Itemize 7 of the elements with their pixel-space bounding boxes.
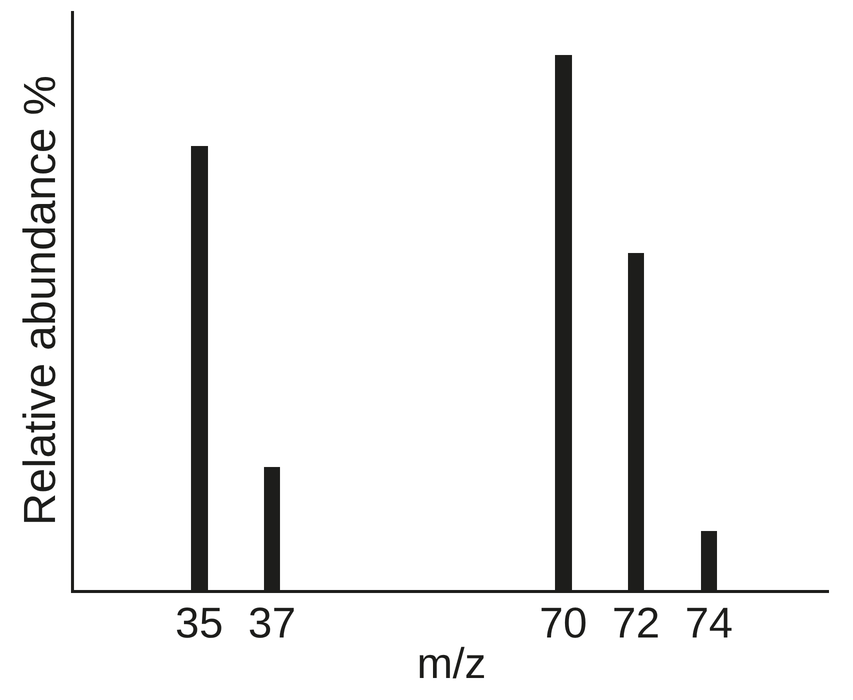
y-axis-title: Relative abundance % — [14, 75, 65, 526]
x-tick-label: 70 — [539, 600, 588, 648]
x-tick-label: 35 — [175, 600, 224, 648]
x-tick-label: 74 — [684, 600, 733, 648]
x-axis-title: m/z — [416, 640, 486, 688]
x-tick-label: 37 — [248, 600, 296, 648]
x-tick-label: 72 — [612, 600, 660, 648]
